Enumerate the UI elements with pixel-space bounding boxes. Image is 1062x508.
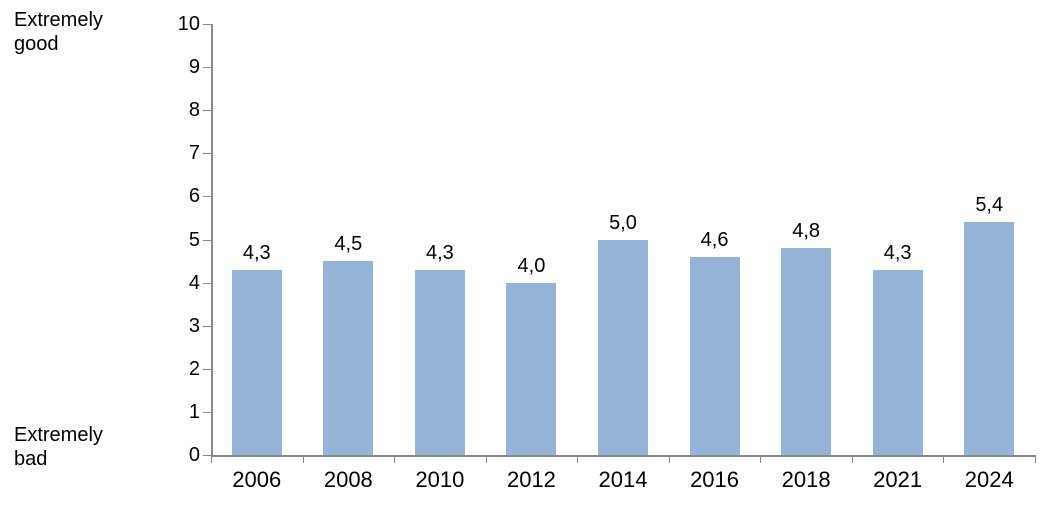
y-tick-label: 1	[188, 400, 200, 423]
bar-value-label: 4,5	[334, 233, 363, 256]
bar	[872, 269, 923, 455]
x-tick	[943, 455, 945, 463]
x-tick	[1035, 455, 1036, 463]
x-tick	[302, 455, 304, 463]
y-tick	[203, 110, 211, 112]
bar-value-label: 4,8	[792, 220, 821, 243]
y-tick-label: 2	[188, 357, 200, 380]
x-category-label: 2016	[690, 467, 740, 492]
bar	[964, 222, 1015, 455]
bar	[598, 239, 648, 455]
y-tick-label: 10	[177, 13, 200, 35]
y-tick	[203, 24, 211, 25]
y-tick	[203, 411, 211, 413]
x-category-label: 2012	[506, 467, 556, 492]
x-tick	[485, 455, 487, 463]
y-tick	[203, 67, 211, 69]
x-tick	[577, 455, 579, 463]
y-axis-bottom-label: Extremely bad	[14, 424, 103, 470]
x-tick	[760, 455, 762, 463]
y-axis-line	[211, 24, 213, 457]
y-tick	[203, 153, 211, 155]
y-tick-label: 6	[188, 185, 200, 208]
y-tick-label: 9	[188, 56, 200, 79]
bar	[414, 269, 465, 455]
x-category-label: 2010	[415, 467, 465, 492]
bar	[506, 282, 557, 455]
y-tick	[203, 196, 211, 198]
bar-value-label: 4,0	[517, 254, 546, 277]
y-tick	[203, 455, 211, 456]
x-tick	[851, 455, 853, 463]
bar	[689, 256, 740, 455]
x-category-label: 2024	[964, 467, 1014, 492]
y-tick-label: 5	[188, 228, 200, 251]
x-category-label: 2008	[323, 467, 373, 492]
x-category-label: 2006	[232, 467, 282, 492]
x-category-label: 2021	[873, 467, 923, 492]
x-category-label: 2014	[598, 467, 648, 492]
y-tick-label: 0	[188, 444, 200, 466]
x-tick	[668, 455, 670, 463]
bar-value-label: 4,3	[242, 241, 271, 264]
bar-value-label: 4,3	[425, 241, 454, 264]
y-tick	[203, 325, 211, 327]
x-tick	[394, 455, 396, 463]
y-tick-label: 3	[188, 314, 200, 337]
y-tick	[203, 282, 211, 284]
bar-value-label: 5,0	[609, 211, 637, 234]
bar	[781, 248, 832, 455]
bar	[323, 261, 374, 455]
y-tick-label: 8	[188, 99, 200, 122]
y-tick	[203, 368, 211, 370]
bar-value-label: 4,3	[883, 241, 912, 264]
y-tick	[203, 239, 211, 241]
x-tick	[211, 455, 212, 463]
x-category-label: 2018	[781, 467, 831, 492]
y-axis-top-label: Extremely good	[14, 9, 103, 55]
bar	[231, 269, 282, 455]
bar-value-label: 5,4	[975, 194, 1004, 217]
bar-value-label: 4,6	[700, 228, 729, 251]
y-tick-label: 4	[188, 271, 200, 294]
y-tick-label: 7	[188, 142, 200, 165]
x-axis-line	[211, 455, 1036, 457]
